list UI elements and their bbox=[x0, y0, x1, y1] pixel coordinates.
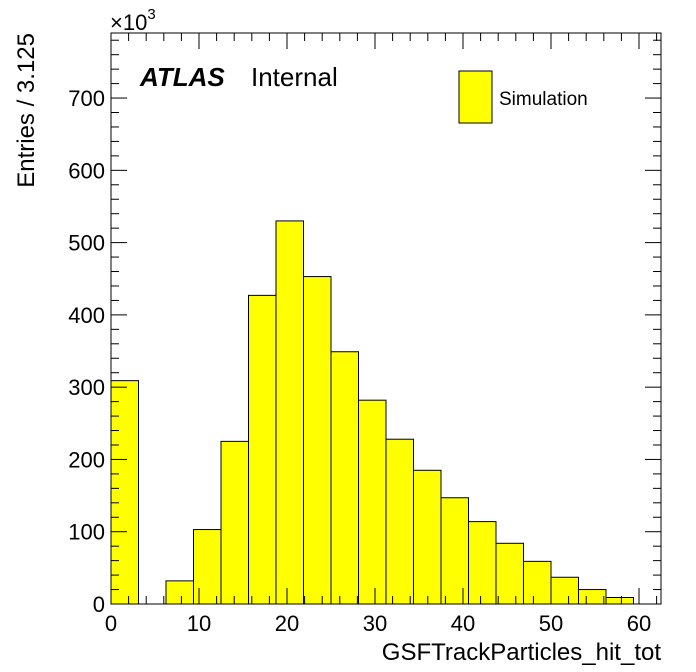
histogram-bar bbox=[523, 560, 552, 605]
y-tick-label: 0 bbox=[93, 592, 105, 617]
x-tick-label: 20 bbox=[275, 611, 299, 636]
internal-label: Internal bbox=[251, 62, 338, 92]
y-axis-title: Entries / 3.125 bbox=[13, 33, 40, 188]
histogram-bar bbox=[275, 220, 304, 605]
legend-label-simulation: Simulation bbox=[499, 89, 588, 110]
y-tick-label: 700 bbox=[68, 86, 105, 111]
x-tick-label: 60 bbox=[627, 611, 651, 636]
histogram-bar bbox=[193, 529, 222, 605]
histogram-bar bbox=[413, 469, 442, 605]
y-multiplier-label: ×103 bbox=[110, 6, 156, 35]
legend-swatch-simulation bbox=[458, 70, 493, 124]
histogram-bar bbox=[578, 589, 607, 605]
histogram-bar bbox=[605, 596, 634, 605]
x-tick-label: 40 bbox=[451, 611, 475, 636]
x-tick-label: 10 bbox=[187, 611, 211, 636]
atlas-label: ATLAS bbox=[139, 62, 225, 92]
y-tick-label: 300 bbox=[68, 375, 105, 400]
histogram-bar bbox=[248, 294, 277, 605]
plot-frame bbox=[110, 32, 662, 605]
histogram-bars bbox=[110, 220, 634, 605]
y-tick-label: 100 bbox=[68, 520, 105, 545]
histogram-bar bbox=[110, 380, 139, 605]
x-tick-labels: 0 10 20 30 40 50 60 bbox=[105, 611, 651, 636]
axis-ticks bbox=[110, 33, 661, 605]
histogram-bar bbox=[385, 438, 414, 605]
histogram-bar bbox=[358, 399, 387, 605]
histogram-bar bbox=[468, 521, 497, 605]
legend: Simulation bbox=[458, 70, 588, 124]
y-tick-label: 200 bbox=[68, 447, 105, 472]
x-axis-title: GSFTrackParticles_hit_tot bbox=[382, 639, 662, 666]
x-tick-label: 50 bbox=[539, 611, 563, 636]
x-tick-label: 0 bbox=[105, 611, 117, 636]
y-tick-label: 600 bbox=[68, 158, 105, 183]
y-tick-label: 500 bbox=[68, 231, 105, 256]
y-tick-label: 400 bbox=[68, 303, 105, 328]
histogram-bar bbox=[495, 542, 524, 605]
x-tick-label: 30 bbox=[363, 611, 387, 636]
histogram-bar bbox=[220, 440, 249, 605]
histogram-bar bbox=[440, 497, 469, 605]
histogram-bar bbox=[303, 276, 332, 605]
y-multiplier-base: ×10 bbox=[110, 10, 147, 35]
histogram-bar bbox=[165, 580, 194, 605]
y-multiplier-exponent: 3 bbox=[147, 6, 155, 23]
histogram-bar bbox=[330, 351, 359, 605]
histogram-bar bbox=[550, 576, 579, 605]
y-tick-labels: 0 100 200 300 400 500 600 700 bbox=[68, 86, 105, 617]
